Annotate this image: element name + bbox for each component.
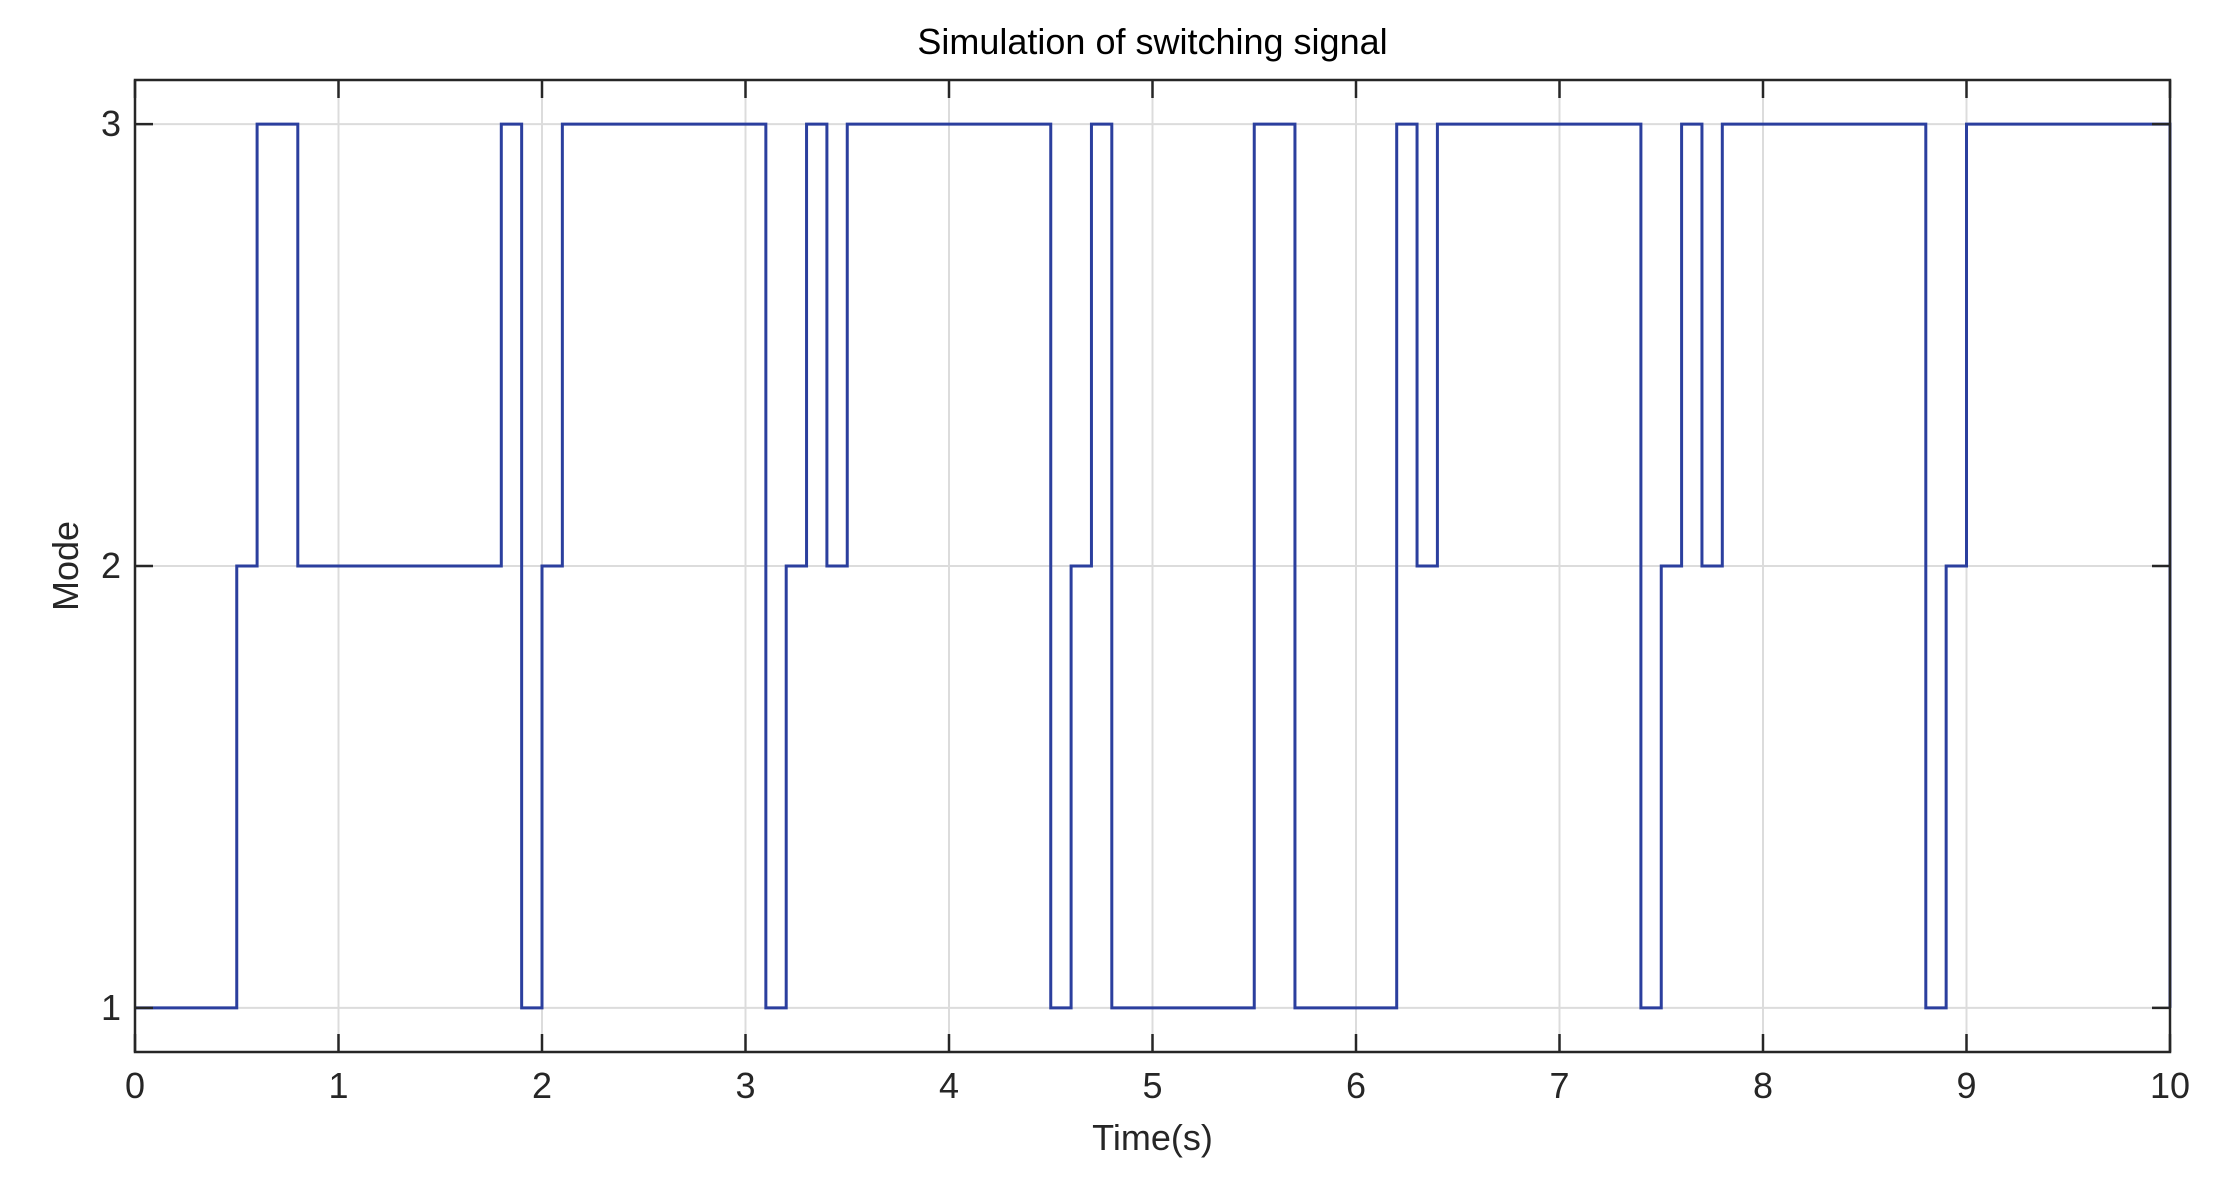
x-tick-label: 2 xyxy=(532,1065,552,1106)
y-tick-label: 3 xyxy=(101,103,121,144)
tick-marks xyxy=(133,80,2172,1052)
x-tick-label: 5 xyxy=(1142,1065,1162,1106)
series-layer xyxy=(135,122,2172,1010)
x-axis-label: Time(s) xyxy=(1092,1117,1213,1158)
y-axis-label: Mode xyxy=(45,521,86,611)
x-tick-label: 7 xyxy=(1549,1065,1569,1106)
switching-signal-line xyxy=(135,122,2172,1010)
x-tick-label: 4 xyxy=(939,1065,959,1106)
x-tick-label: 8 xyxy=(1753,1065,1773,1106)
x-tick-label: 0 xyxy=(125,1065,145,1106)
x-tick-label: 6 xyxy=(1346,1065,1366,1106)
chart-title: Simulation of switching signal xyxy=(917,21,1387,62)
y-tick-label: 1 xyxy=(101,987,121,1028)
x-tick-label: 3 xyxy=(735,1065,755,1106)
x-tick-label: 1 xyxy=(328,1065,348,1106)
x-tick-label: 10 xyxy=(2150,1065,2190,1106)
y-tick-labels: 1 2 3 xyxy=(101,103,121,1028)
x-tick-label: 9 xyxy=(1956,1065,1976,1106)
y-tick-label: 2 xyxy=(101,545,121,586)
x-tick-labels: 0 1 2 3 4 5 6 7 8 9 10 xyxy=(125,1065,2190,1106)
